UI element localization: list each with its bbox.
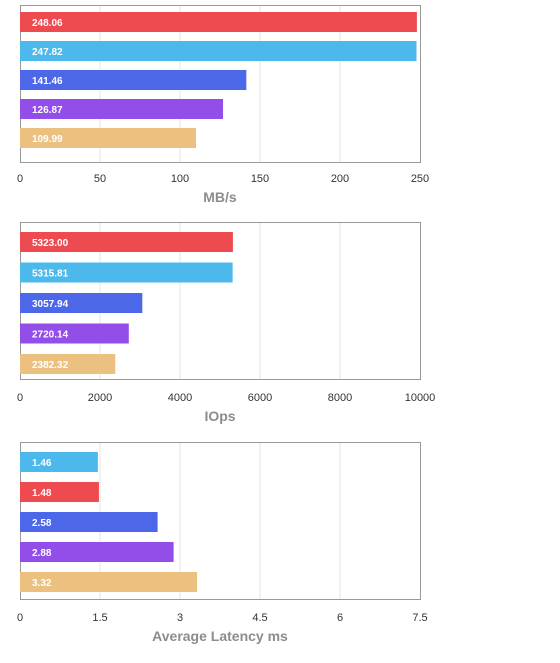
bar: [20, 12, 417, 32]
bar-value-label: 2720.14: [32, 330, 69, 341]
bar-value-label: 3057.94: [32, 299, 69, 310]
chart-3: 0 1.5 3 4.5 6 7.5 1.46 1.48 2.58 2.88 3.32 Average …: [17, 442, 428, 644]
x-tick-label: 4.5: [252, 612, 267, 624]
x-tick-label: 6: [337, 612, 343, 624]
bar: [20, 99, 223, 119]
bar-value-label: 247.82: [32, 47, 63, 58]
x-axis-title: Average Latency ms: [152, 628, 288, 644]
bar-value-label: 1.46: [32, 458, 52, 469]
x-tick-label: 250: [411, 173, 429, 185]
bar: [20, 452, 98, 472]
bar: [20, 354, 116, 374]
chart-2: 0 2000 4000 6000 8000 10000 5323.00 5315.81 3057…: [17, 222, 435, 424]
x-tick-label: 0: [17, 173, 23, 185]
bar-value-label: 109.99: [32, 134, 63, 145]
chart-1: 0 50 100 150 200 250 248.06 247.82 141.46 126.87 1…: [17, 5, 429, 205]
bar: [20, 482, 99, 502]
x-tick-label: 50: [94, 173, 106, 185]
bar-value-label: 248.06: [32, 18, 63, 29]
bar-value-label: 141.46: [32, 76, 63, 87]
bar: [20, 293, 143, 313]
bar-value-label: 2.88: [32, 548, 52, 559]
x-tick-label: 7.5: [412, 612, 427, 624]
x-tick-label: 2000: [88, 392, 112, 404]
bar: [20, 572, 198, 592]
x-tick-label: 150: [251, 173, 269, 185]
x-tick-label: 100: [171, 173, 189, 185]
x-axis-title: IOps: [204, 408, 235, 424]
bar-value-label: 1.48: [32, 488, 52, 499]
x-tick-label: 1.5: [92, 612, 107, 624]
bar-value-label: 5323.00: [32, 238, 69, 249]
bar: [20, 512, 158, 532]
bar: [20, 232, 233, 252]
x-tick-label: 0: [17, 612, 23, 624]
bar: [20, 542, 174, 562]
x-tick-label: 3: [177, 612, 183, 624]
bar-value-label: 3.32: [32, 578, 52, 589]
bar-value-label: 2.58: [32, 518, 52, 529]
bar: [20, 262, 233, 283]
bar-value-label: 126.87: [32, 105, 63, 116]
x-tick-label: 0: [17, 392, 23, 404]
x-tick-label: 6000: [248, 392, 272, 404]
bar: [20, 128, 196, 148]
bar-value-label: 2382.32: [32, 360, 69, 371]
x-tick-label: 4000: [168, 392, 192, 404]
x-axis-title: MB/s: [203, 189, 237, 205]
bar: [20, 323, 129, 344]
bar: [20, 41, 417, 61]
bar: [20, 70, 247, 90]
x-tick-label: 8000: [328, 392, 352, 404]
x-tick-label: 200: [331, 173, 349, 185]
bar-value-label: 5315.81: [32, 269, 69, 280]
x-tick-label: 10000: [405, 392, 436, 404]
